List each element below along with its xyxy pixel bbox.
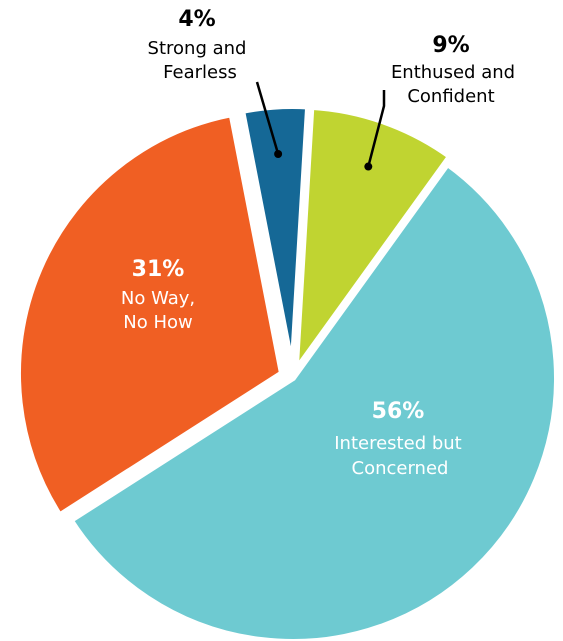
category-label-enthused-and-confident-line1: Enthused and	[391, 62, 515, 83]
label-no-way-no-how: 31% No Way, No How	[121, 257, 195, 333]
leader-line-strong-and-fearless	[255, 81, 280, 155]
pie-slices	[14, 103, 560, 641]
value-label-strong-and-fearless: 4%	[178, 7, 215, 32]
category-label-interested-but-concerned-line1: Interested but	[334, 433, 461, 454]
value-label-no-way-no-how: 31%	[132, 257, 185, 282]
category-label-strong-and-fearless-line1: Strong and	[148, 38, 247, 59]
category-label-strong-and-fearless-line2: Fearless	[163, 62, 237, 83]
value-label-interested-but-concerned: 56%	[372, 399, 425, 424]
pie-slice-enthused-and-confident	[292, 103, 455, 381]
label-interested-but-concerned: 56% Interested but Concerned	[334, 399, 461, 479]
pie-slice-strong-and-fearless	[238, 103, 312, 371]
category-label-interested-but-concerned-line2: Concerned	[352, 458, 449, 479]
leader-dot-strong-and-fearless	[274, 150, 283, 159]
pie-slice-no-way-no-how	[14, 110, 286, 520]
leader-lines	[255, 81, 386, 171]
value-label-enthused-and-confident: 9%	[432, 33, 469, 58]
label-strong-and-fearless: 4% Strong and Fearless	[148, 7, 247, 83]
category-label-enthused-and-confident-line2: Confident	[407, 86, 494, 107]
category-label-no-way-no-how-line2: No How	[123, 312, 192, 333]
leader-dot-enthused-and-confident	[364, 162, 373, 171]
category-label-no-way-no-how-line1: No Way,	[121, 288, 195, 309]
leader-line-enthused-and-confident	[367, 90, 386, 167]
pie-slice-interested-but-concerned	[66, 159, 560, 641]
label-enthused-and-confident: 9% Enthused and Confident	[391, 33, 515, 107]
